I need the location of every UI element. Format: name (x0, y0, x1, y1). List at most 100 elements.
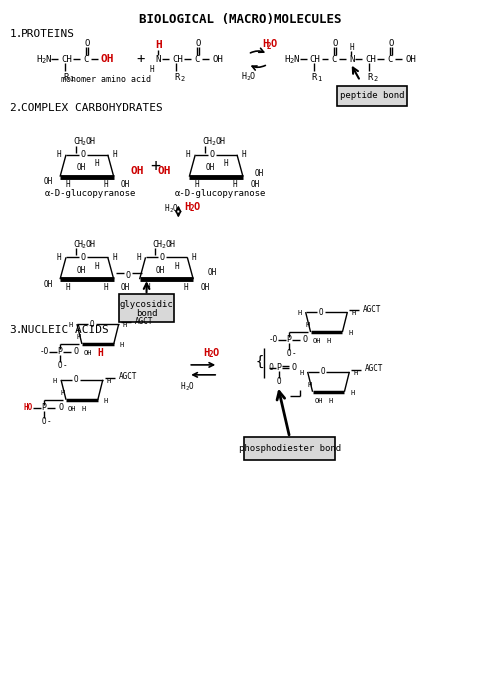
Text: H: H (61, 390, 65, 396)
Text: 2: 2 (82, 244, 85, 249)
Text: H: H (184, 202, 191, 211)
Text: O: O (58, 362, 62, 370)
Text: H: H (262, 39, 268, 49)
Text: -: - (63, 362, 68, 370)
Text: H: H (351, 310, 356, 316)
Text: O: O (125, 271, 130, 280)
Text: 2: 2 (290, 58, 294, 64)
Text: OH: OH (314, 398, 323, 403)
Text: H: H (350, 390, 354, 396)
Text: H: H (66, 180, 70, 189)
Text: O: O (318, 307, 323, 317)
Text: 2: 2 (373, 76, 377, 82)
Text: CH: CH (365, 55, 376, 64)
Text: H: H (104, 283, 108, 292)
Text: PROTEINS: PROTEINS (21, 29, 75, 39)
Text: CH: CH (73, 137, 83, 146)
Text: AGCT: AGCT (363, 305, 382, 313)
Text: +: + (151, 156, 160, 175)
Text: O: O (250, 72, 255, 81)
Text: OH: OH (101, 54, 114, 64)
Text: OH: OH (121, 283, 130, 292)
Text: OH: OH (312, 338, 321, 344)
Text: 1: 1 (318, 76, 322, 82)
Text: OH: OH (86, 137, 96, 146)
Text: H: H (195, 180, 200, 189)
Text: O: O (292, 364, 297, 372)
Text: CH: CH (61, 55, 72, 64)
Text: α-D-glucopyranose: α-D-glucopyranose (174, 189, 266, 198)
Text: bond: bond (136, 309, 157, 318)
Text: OH: OH (201, 283, 210, 292)
Text: -O: -O (268, 336, 278, 345)
Text: CH: CH (202, 137, 212, 146)
Text: OH: OH (86, 240, 96, 249)
Text: OH: OH (44, 177, 53, 186)
Text: OH: OH (76, 266, 85, 275)
Text: O: O (81, 150, 85, 159)
Text: H: H (186, 150, 191, 159)
Text: C: C (332, 55, 337, 64)
Text: H: H (122, 322, 127, 328)
Text: H: H (328, 398, 333, 403)
Text: OH: OH (68, 406, 76, 412)
Text: H: H (136, 253, 141, 262)
Text: O: O (42, 417, 47, 426)
Text: 2: 2 (180, 76, 185, 82)
Text: O: O (172, 204, 177, 213)
FancyBboxPatch shape (119, 294, 174, 322)
Text: H: H (353, 370, 358, 376)
Text: R: R (174, 72, 180, 81)
Text: OH: OH (405, 55, 416, 64)
Text: O: O (81, 253, 85, 262)
Text: O: O (276, 377, 281, 387)
Text: H: H (57, 253, 61, 262)
Text: H: H (104, 398, 108, 403)
Text: H: H (77, 334, 81, 340)
Text: C: C (83, 55, 88, 64)
Text: OH: OH (84, 350, 92, 356)
Text: OH: OH (131, 166, 144, 176)
Text: 2: 2 (211, 141, 215, 146)
Text: O: O (302, 336, 308, 345)
Text: O: O (212, 348, 218, 358)
Text: H: H (107, 378, 111, 384)
Text: CH: CH (153, 240, 163, 249)
Text: H: H (305, 322, 310, 328)
Text: CH: CH (310, 55, 320, 64)
Text: H: H (53, 378, 57, 384)
Text: - O: - O (260, 364, 274, 372)
Text: OH: OH (207, 268, 216, 277)
Text: O: O (193, 202, 200, 211)
Text: H: H (192, 253, 197, 262)
Text: OH: OH (166, 240, 175, 249)
Text: H: H (183, 283, 188, 292)
Text: OH: OH (215, 137, 225, 146)
Text: R: R (312, 72, 317, 81)
Text: H: H (308, 382, 312, 388)
Text: O: O (160, 253, 165, 262)
Text: CH: CH (73, 240, 83, 249)
Text: H: H (300, 370, 304, 376)
Text: OH: OH (255, 169, 264, 178)
Text: O: O (195, 39, 201, 47)
Text: 2: 2 (208, 351, 213, 359)
Text: 2: 2 (247, 76, 251, 81)
Text: C: C (194, 55, 200, 64)
Text: 2: 2 (169, 208, 173, 213)
Text: OH: OH (44, 280, 53, 288)
Text: H: H (120, 342, 124, 348)
Text: phosphodiester bond: phosphodiester bond (239, 444, 341, 453)
Text: H: H (285, 55, 290, 64)
Text: O: O (84, 39, 90, 47)
Text: OH: OH (205, 163, 215, 172)
Text: H: H (165, 204, 169, 213)
Text: O: O (333, 39, 338, 47)
Text: H: H (155, 40, 162, 50)
Text: H: H (112, 150, 117, 159)
Text: P: P (42, 403, 47, 412)
Text: P: P (286, 336, 291, 345)
Text: R: R (367, 72, 372, 81)
Text: H: H (95, 159, 99, 168)
Text: H: H (203, 348, 209, 358)
